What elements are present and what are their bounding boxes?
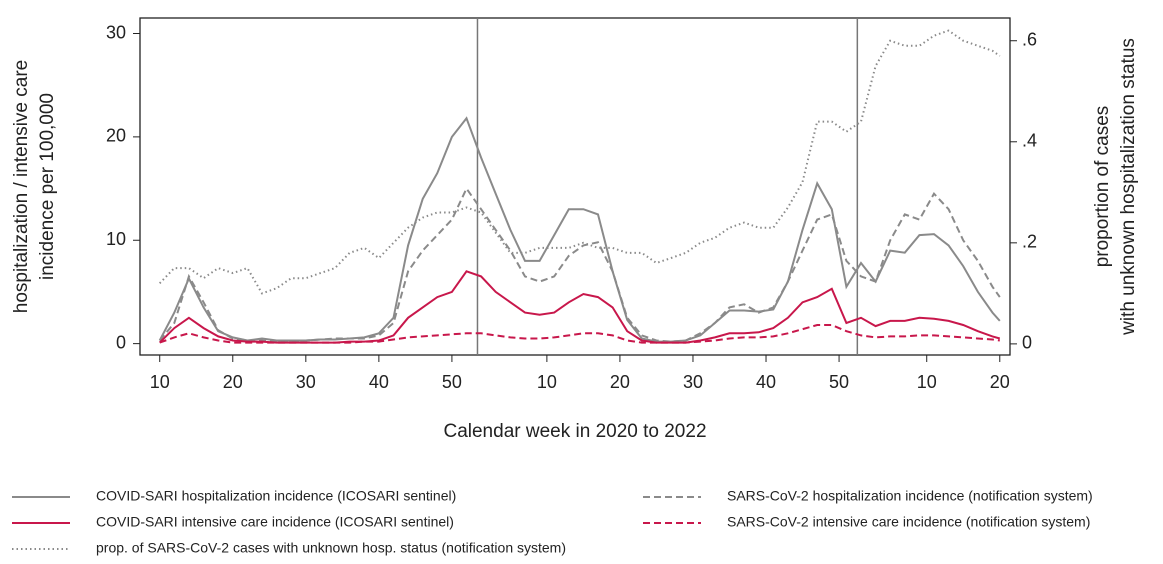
- x-tick-label: 40: [369, 372, 389, 392]
- y2-axis-label: proportion of cases: [1092, 106, 1113, 268]
- x-tick-label: 10: [150, 372, 170, 392]
- x-tick-label: 50: [442, 372, 462, 392]
- x-tick-label: 10: [917, 372, 937, 392]
- plot-frame: [139, 17, 1011, 356]
- x-tick-label: 40: [756, 372, 776, 392]
- legend-label: SARS-CoV-2 intensive care incidence (not…: [727, 514, 1090, 530]
- y2-axis-label: with unknown hospitalization status: [1118, 38, 1139, 336]
- y-tick-label: 10: [106, 229, 126, 249]
- y-tick-label: 30: [106, 22, 126, 42]
- series-line: [159, 324, 1000, 344]
- y-tick-label: 0: [116, 332, 126, 352]
- legend-label: COVID-SARI hospitalization incidence (IC…: [96, 488, 456, 504]
- x-tick-label: 20: [223, 372, 243, 392]
- x-tick-label: 30: [296, 372, 316, 392]
- x-tick-label: 20: [610, 372, 630, 392]
- x-tick-label: 10: [537, 372, 557, 392]
- y-axis-label: incidence per 100,000: [37, 93, 58, 280]
- y2-tick-label: .2: [1022, 232, 1037, 252]
- x-tick-label: 50: [829, 372, 849, 392]
- legend-label: prop. of SARS-CoV-2 cases with unknown h…: [96, 540, 566, 556]
- legend-label: SARS-CoV-2 hospitalization incidence (no…: [727, 488, 1093, 504]
- x-axis-label: Calendar week in 2020 to 2022: [443, 421, 706, 442]
- x-tick-label: 20: [990, 372, 1010, 392]
- y2-tick-label: .6: [1022, 29, 1037, 49]
- series-line: [158, 116, 1001, 343]
- legend-label: COVID-SARI intensive care incidence (ICO…: [96, 514, 454, 530]
- series-line: [158, 186, 1001, 343]
- y-axis-label: hospitalization / intensive care: [11, 60, 32, 313]
- y2-tick-label: .4: [1022, 131, 1037, 151]
- series-line: [158, 29, 1001, 295]
- y-tick-label: 20: [106, 126, 126, 146]
- y2-tick-label: 0: [1022, 333, 1032, 353]
- x-tick-label: 30: [683, 372, 703, 392]
